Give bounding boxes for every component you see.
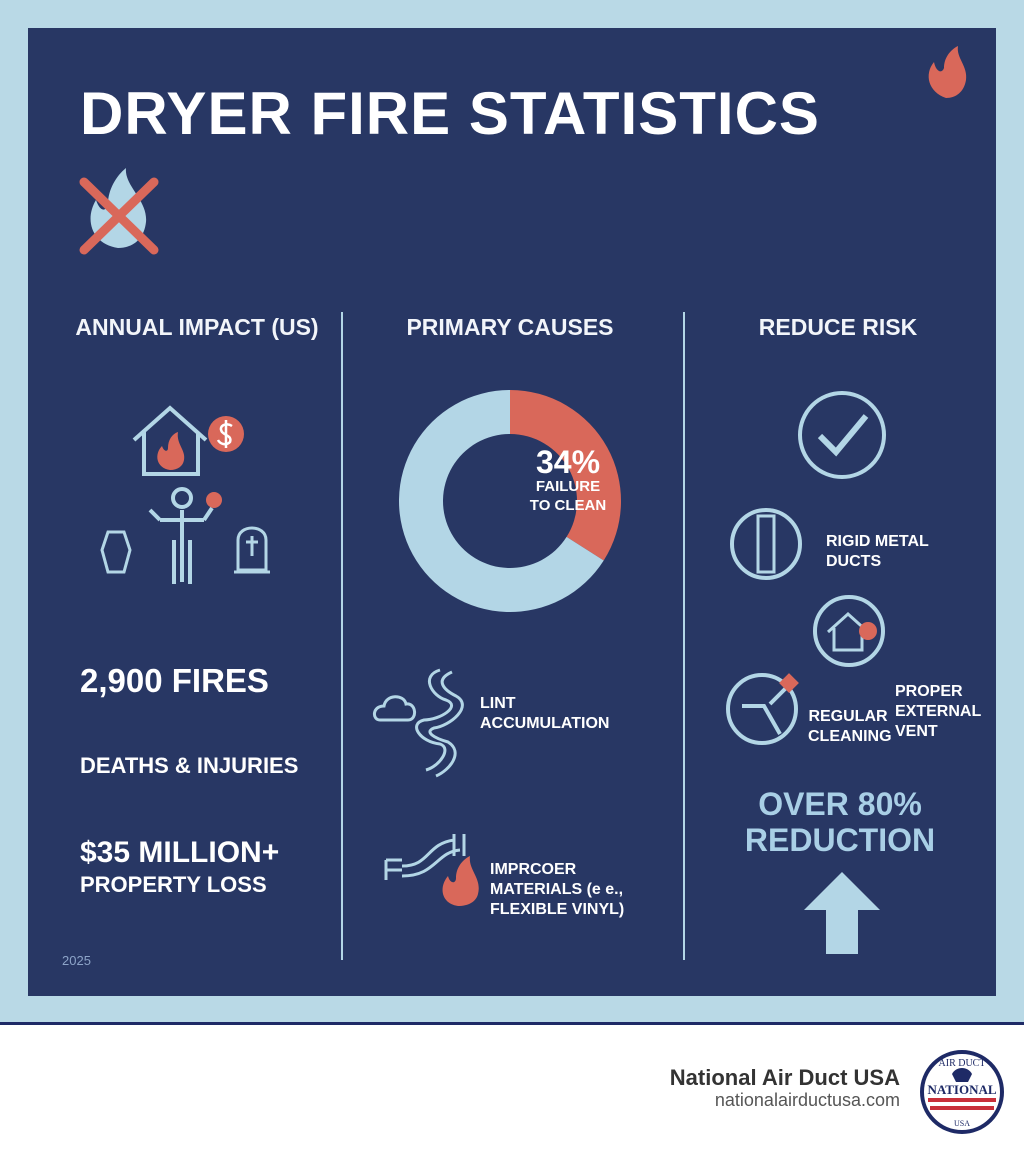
footer-rule <box>0 1022 1024 1025</box>
stat: PROPERTY LOSS <box>80 872 267 897</box>
impact-icons <box>100 405 270 584</box>
logo-middle: NATIONAL <box>927 1082 996 1097</box>
cause: LINT ACCUMULATION <box>480 695 610 732</box>
risk-result: OVER 80% REDUCTION <box>744 786 936 858</box>
company-name: National Air Duct USA <box>669 1065 900 1090</box>
year: 2025 <box>62 953 91 968</box>
slice-label: FAILURE TO CLEAN <box>529 478 607 514</box>
panel <box>28 28 996 996</box>
risk-item: PROPER EXTERNAL VENT <box>895 683 981 740</box>
title: DRYER FIRE STATISTICS <box>80 80 820 147</box>
donut-segment <box>398 390 604 612</box>
slice-value-label: 34% <box>535 444 601 480</box>
column-heading: REDUCE RISK <box>758 314 918 340</box>
company-website: nationalairductusa.com <box>714 1090 900 1110</box>
risk-item: REGULAR CLEANING <box>808 708 892 745</box>
risk-item: RIGID METAL DUCTS <box>826 533 929 570</box>
column-heading: ANNUAL IMPACT (US) <box>75 314 319 340</box>
risk-icons <box>726 391 886 954</box>
cause-icons <box>373 668 479 906</box>
stat: DEATHS & INJURIES <box>80 753 299 778</box>
stat: $35 MILLION+ <box>80 836 280 869</box>
cause: IMPRCOER MATERIALS (e e., FLEXIBLE VINYL… <box>490 861 625 918</box>
column-heading: PRIMARY CAUSES <box>406 314 614 340</box>
donut-chart <box>398 390 621 612</box>
logo: AIR DUCT NATIONAL USA <box>920 1050 1004 1134</box>
no-fire-icon <box>79 168 159 255</box>
logo-top: AIR DUCT <box>939 1058 986 1069</box>
flame-icon <box>928 46 967 98</box>
donut-segment <box>510 390 621 561</box>
stat: 2,900 FIRES <box>80 662 269 699</box>
logo-bottom: USA <box>954 1119 970 1128</box>
